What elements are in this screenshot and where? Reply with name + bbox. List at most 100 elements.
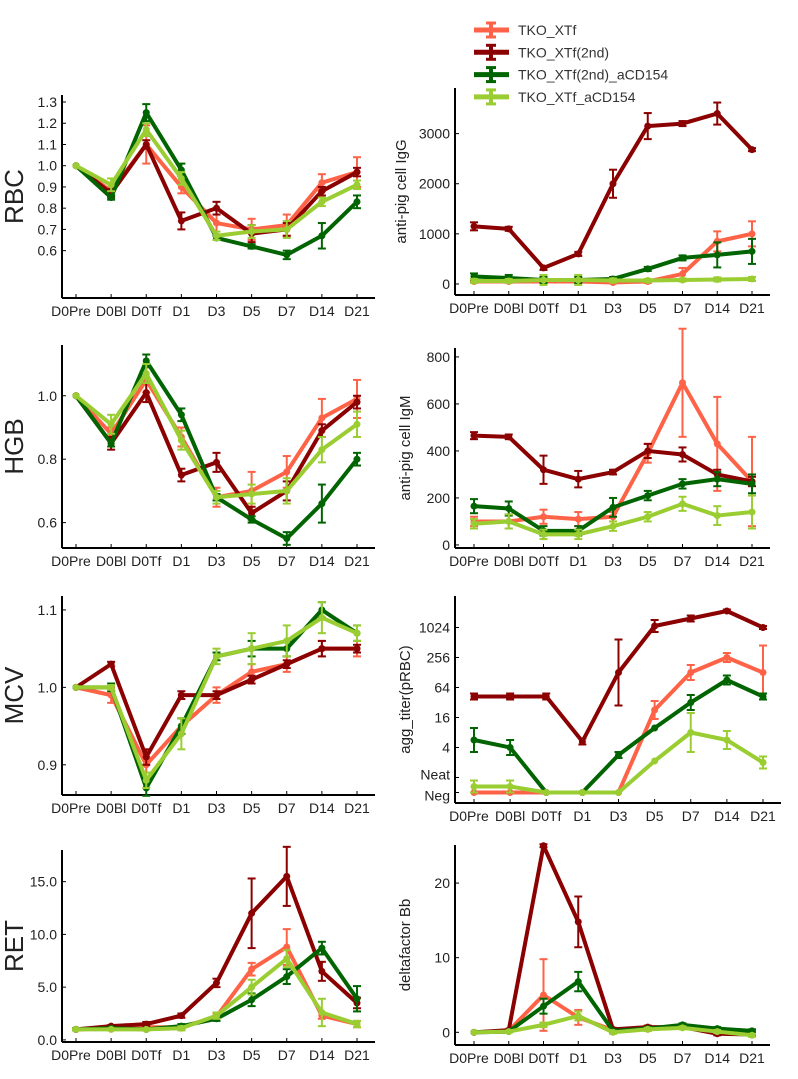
data-point [578,738,586,745]
data-point [177,1012,185,1020]
series-tko-xtf-acd154 [470,712,767,796]
y-axis-label: anti-pig cell IgM [397,395,414,500]
data-point [679,254,686,262]
y-tick-label: 10.0 [30,926,57,942]
data-point [644,122,652,130]
x-tick-label: D21 [344,303,370,319]
data-point [759,759,767,766]
data-point [213,219,220,227]
x-tick-label: D0Pre [449,300,489,316]
data-point [540,276,547,284]
data-point [248,965,256,973]
x-tick-label: D0Bl [494,300,524,316]
data-point [748,146,756,154]
data-point [142,1020,150,1028]
data-point [615,751,622,759]
y-tick-label: 256 [427,650,451,666]
data-point [177,436,185,444]
data-point [644,492,652,500]
y-tick-label: 800 [427,349,451,365]
x-tick-label: D7 [674,1050,692,1066]
series-tko-xtf-acd154 [470,494,756,541]
x-tick-label: D3 [610,808,628,824]
x-tick-label: D5 [243,800,261,816]
y-tick-label: 1.3 [38,94,58,110]
data-point [540,513,547,521]
data-point [644,1025,652,1033]
data-point [213,493,220,501]
data-point [353,645,361,653]
legend-item: TKO_XTf(2nd)_aCD154 [474,66,668,84]
x-tick-label: D5 [646,808,664,824]
y-tick-label: 0.9 [38,179,58,195]
data-point [177,411,185,419]
series-tko-xtf-acd154 [72,601,361,790]
y-axis-label: deltafactor Bb [397,899,414,992]
data-point [107,683,115,691]
data-point [213,204,220,212]
data-point [505,517,513,525]
x-tick-label: D21 [739,553,765,569]
y-axis-label: RET [0,920,29,972]
series-line [474,730,765,795]
data-point [651,724,659,732]
chart-panel: 0.6 0.8 1.0 D0Pre D0Bl D0Tf D1 D3 D5 D7 D14 D21 HGB [0,345,375,569]
data-point [644,265,652,273]
data-point [283,872,291,880]
chart-panel: 0 200 400 600 800 D0Pre D0Bl D0Tf D1 D3 D5 D7 D14 D21… [397,327,770,569]
data-point [318,500,326,508]
data-point [107,181,115,189]
data-point [470,783,478,790]
legend-item: TKO_XTf_aCD154 [474,88,636,106]
y-tick-label: 0.8 [38,200,58,216]
data-point [318,967,326,975]
x-tick-label: D0Bl [494,553,524,569]
data-point [470,736,478,744]
chart-panel: Neg Neat 4 16 64 256 1024 D0Pre D0Bl D0Tf D1 D3 D5 D7… [397,596,781,824]
y-tick-label: 0.8 [38,451,58,467]
y-tick-label: 1.0 [38,388,58,404]
series-tko-xtf-acd154 [470,273,756,286]
data-point [177,730,185,738]
legend-label: TKO_XTf_aCD154 [518,89,636,105]
data-point [723,676,731,684]
data-point [142,126,150,134]
x-tick-label: D5 [243,553,261,569]
x-tick-label: D7 [674,553,692,569]
y-tick-label: Neg [424,788,450,804]
y-axis-label: agg_titer(pRBC) [397,645,414,753]
data-point [283,637,291,645]
data-point [679,120,686,128]
data-point [679,379,686,387]
data-point [470,1028,478,1036]
y-tick-label: 400 [427,443,451,459]
data-point [248,983,256,991]
series-tko-xtf-acd154 [72,949,361,1033]
x-tick-label: D14 [309,800,335,816]
y-axis-label: RBC [0,169,29,224]
y-tick-label: 0.9 [38,757,58,773]
x-tick-label: D0Tf [131,800,161,816]
data-point [506,783,514,790]
y-tick-label: 200 [427,490,451,506]
data-point [679,500,686,508]
x-tick-label: D14 [309,1047,335,1063]
data-point [540,1021,547,1029]
data-point [542,693,550,700]
data-point [542,789,550,796]
series-line [74,358,359,541]
y-tick-label: 1.0 [38,158,58,174]
y-tick-label: 5.0 [38,979,58,995]
series-line [474,231,753,285]
data-point [505,433,513,441]
data-point [353,420,361,428]
data-point [540,991,547,999]
x-tick-label: D0Pre [51,303,91,319]
x-tick-label: D21 [344,800,370,816]
data-point [506,693,514,700]
x-tick-label: D1 [172,1047,190,1063]
data-point [248,509,256,517]
x-tick-label: D14 [704,1050,730,1066]
data-point [723,736,731,744]
